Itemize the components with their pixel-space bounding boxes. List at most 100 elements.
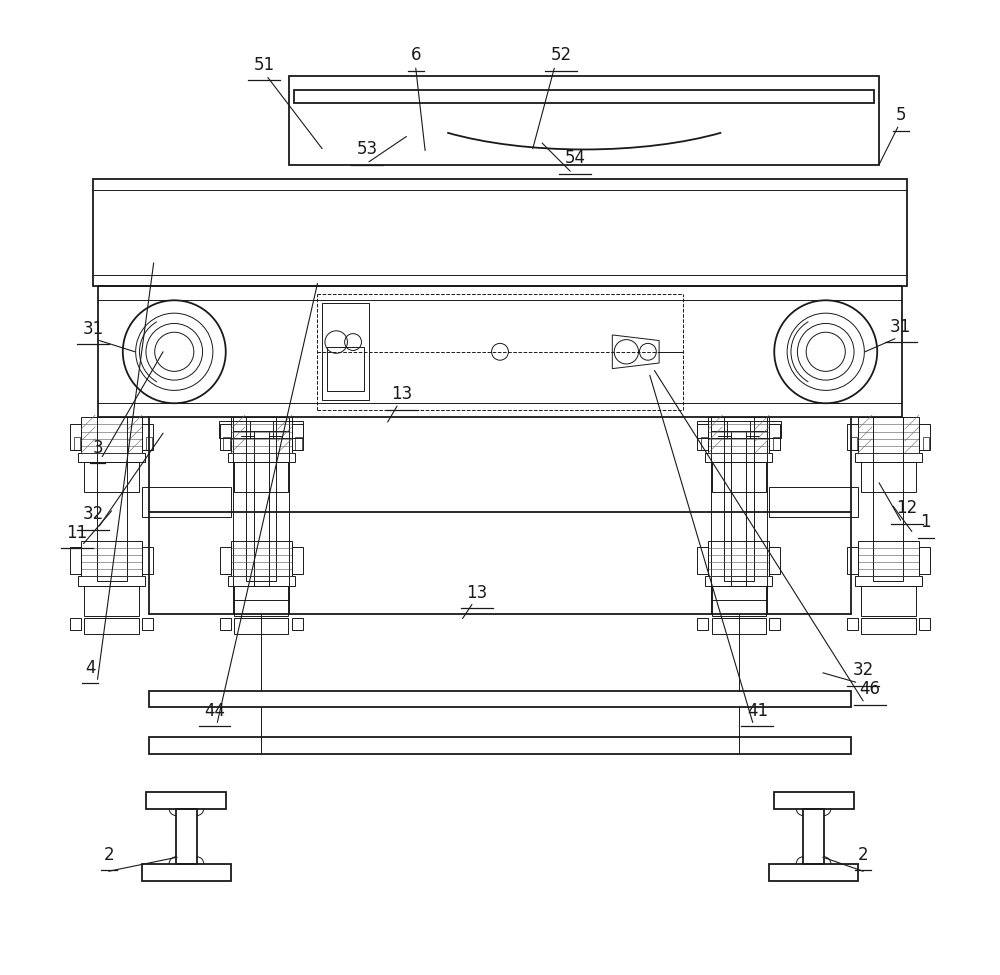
- Bar: [142, 617, 153, 630]
- Bar: [712, 586, 766, 616]
- Bar: [81, 541, 142, 576]
- Bar: [223, 437, 230, 450]
- Text: 13: 13: [391, 385, 412, 404]
- Bar: [697, 424, 708, 450]
- Bar: [711, 417, 767, 431]
- Bar: [142, 547, 153, 573]
- Bar: [220, 424, 231, 450]
- Bar: [220, 617, 231, 630]
- Bar: [705, 452, 772, 462]
- Bar: [234, 462, 288, 492]
- Text: 52: 52: [550, 47, 571, 64]
- Bar: [74, 437, 80, 450]
- Bar: [176, 808, 197, 864]
- Text: 31: 31: [890, 318, 911, 335]
- Bar: [769, 864, 858, 880]
- Text: 13: 13: [466, 584, 487, 602]
- Bar: [851, 437, 857, 450]
- Bar: [231, 541, 292, 576]
- Text: 44: 44: [204, 702, 225, 720]
- Text: 12: 12: [897, 499, 918, 518]
- Text: 46: 46: [859, 681, 880, 698]
- Bar: [70, 547, 81, 573]
- Bar: [98, 287, 902, 417]
- Text: 41: 41: [747, 702, 768, 720]
- Bar: [234, 586, 288, 616]
- Text: 1: 1: [921, 514, 931, 531]
- Bar: [774, 792, 854, 808]
- Bar: [149, 737, 851, 755]
- Bar: [78, 452, 145, 462]
- Bar: [142, 424, 153, 450]
- Bar: [858, 541, 919, 576]
- Text: 51: 51: [254, 56, 275, 74]
- Bar: [769, 547, 780, 573]
- Bar: [231, 417, 292, 452]
- Bar: [146, 437, 152, 450]
- Bar: [697, 617, 708, 630]
- Bar: [78, 576, 145, 586]
- Text: 2: 2: [858, 845, 868, 864]
- Bar: [919, 617, 930, 630]
- Bar: [70, 424, 81, 450]
- Bar: [712, 462, 766, 492]
- Bar: [855, 576, 922, 586]
- Bar: [228, 576, 295, 586]
- Bar: [84, 617, 139, 635]
- Bar: [803, 808, 824, 864]
- Bar: [295, 437, 302, 450]
- Bar: [219, 421, 303, 438]
- Bar: [858, 417, 919, 452]
- Text: 32: 32: [853, 661, 874, 680]
- Bar: [292, 547, 303, 573]
- Text: 2: 2: [103, 845, 114, 864]
- Bar: [708, 417, 769, 452]
- Bar: [769, 424, 780, 450]
- Bar: [724, 417, 754, 581]
- Bar: [697, 547, 708, 573]
- Bar: [712, 617, 766, 635]
- Bar: [322, 303, 369, 401]
- Bar: [919, 424, 930, 450]
- Bar: [233, 586, 289, 600]
- Bar: [228, 452, 295, 462]
- Bar: [292, 424, 303, 450]
- Bar: [84, 462, 139, 492]
- Bar: [142, 864, 231, 880]
- Bar: [697, 421, 781, 438]
- Bar: [708, 541, 769, 576]
- Bar: [701, 437, 708, 450]
- Bar: [93, 178, 907, 287]
- Bar: [289, 76, 879, 165]
- Text: 5: 5: [895, 106, 906, 125]
- Text: 31: 31: [82, 320, 103, 337]
- Text: 11: 11: [66, 524, 88, 542]
- Bar: [861, 617, 916, 635]
- Bar: [847, 617, 858, 630]
- Text: 32: 32: [82, 505, 103, 523]
- Bar: [84, 586, 139, 616]
- Text: 54: 54: [564, 149, 585, 168]
- Bar: [233, 417, 289, 431]
- Bar: [146, 792, 226, 808]
- Bar: [292, 617, 303, 630]
- Bar: [220, 547, 231, 573]
- Bar: [861, 462, 916, 492]
- Bar: [855, 452, 922, 462]
- Bar: [70, 617, 81, 630]
- Bar: [769, 487, 858, 517]
- Bar: [327, 347, 364, 391]
- Bar: [711, 586, 767, 600]
- Bar: [246, 417, 276, 581]
- Bar: [149, 690, 851, 708]
- Bar: [873, 417, 903, 581]
- Bar: [847, 424, 858, 450]
- Bar: [142, 487, 231, 517]
- Text: 53: 53: [357, 140, 378, 158]
- Bar: [773, 437, 780, 450]
- Text: 4: 4: [85, 658, 95, 677]
- Bar: [294, 90, 874, 102]
- Bar: [919, 547, 930, 573]
- Bar: [769, 617, 780, 630]
- Bar: [923, 437, 929, 450]
